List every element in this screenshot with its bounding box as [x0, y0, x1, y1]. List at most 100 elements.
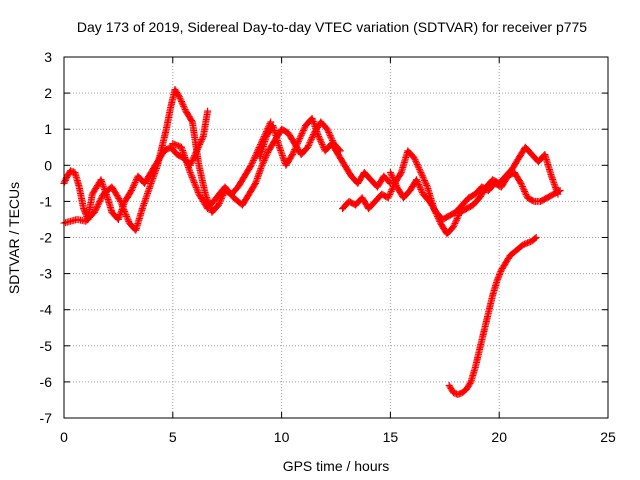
- data-point: [454, 213, 462, 221]
- data-point: [496, 271, 504, 279]
- data-point: [296, 133, 304, 141]
- data-point: [259, 158, 267, 166]
- data-point: [413, 176, 421, 184]
- x-tick-label: 15: [383, 429, 399, 445]
- data-point: [117, 199, 125, 207]
- data-point: [307, 137, 315, 145]
- data-point: [294, 138, 302, 146]
- y-tick-label: -7: [40, 410, 53, 426]
- data-point: [288, 152, 296, 160]
- data-point: [289, 149, 297, 157]
- data-point: [188, 117, 196, 125]
- data-point: [298, 130, 306, 138]
- data-point: [127, 188, 135, 196]
- data-point: [264, 148, 272, 156]
- data-point: [531, 234, 539, 242]
- data-point: [518, 181, 526, 189]
- data-point: [251, 153, 259, 161]
- data-point: [178, 98, 186, 106]
- data-point: [304, 143, 312, 151]
- data-point: [297, 131, 305, 139]
- data-point: [119, 204, 127, 212]
- data-point: [318, 140, 326, 148]
- data-point: [418, 187, 426, 195]
- y-tick-label: -3: [40, 266, 53, 282]
- y-tick-label: -5: [40, 338, 53, 354]
- data-point: [81, 208, 89, 216]
- x-tick-label: 20: [491, 429, 507, 445]
- x-tick-label: 25: [600, 429, 616, 445]
- data-point: [452, 218, 460, 226]
- data-point: [123, 212, 131, 220]
- data-point: [386, 191, 394, 199]
- data-point: [296, 134, 304, 142]
- data-point: [192, 184, 200, 192]
- data-point: [121, 209, 129, 217]
- data-point: [417, 169, 425, 177]
- data-point: [180, 102, 188, 110]
- data-point: [413, 160, 421, 168]
- data-point: [494, 275, 502, 283]
- data-point: [180, 104, 188, 112]
- data-point: [324, 127, 332, 135]
- y-tick-label: -2: [40, 230, 53, 246]
- grid: [64, 57, 608, 418]
- data-point: [92, 205, 100, 213]
- data-point: [217, 195, 225, 203]
- data-point: [529, 197, 537, 205]
- data-point: [176, 94, 184, 102]
- data-point: [416, 167, 424, 175]
- data-point: [415, 181, 423, 189]
- data-point: [392, 181, 400, 189]
- data-point: [192, 182, 200, 190]
- data-point: [131, 179, 139, 187]
- data-point: [517, 179, 525, 187]
- data-point: [96, 196, 104, 204]
- data-point: [317, 137, 325, 145]
- data-point: [93, 204, 101, 212]
- data-point: [290, 147, 298, 155]
- x-axis-label: GPS time / hours: [283, 458, 390, 474]
- data-point: [418, 170, 426, 178]
- data-point: [253, 148, 261, 156]
- data-point: [307, 135, 315, 143]
- data-point: [387, 170, 395, 178]
- data-point: [122, 211, 130, 219]
- data-point: [267, 118, 275, 126]
- y-tick-label: 1: [44, 121, 52, 137]
- data-point: [391, 178, 399, 186]
- data-point: [416, 184, 424, 192]
- data-point: [317, 139, 325, 147]
- data-point: [386, 189, 394, 197]
- data-point: [414, 179, 422, 187]
- data-point: [304, 142, 312, 150]
- data-point: [292, 142, 300, 150]
- data-point: [248, 160, 256, 168]
- data-point: [556, 187, 564, 195]
- data-point: [300, 125, 308, 133]
- data-point: [518, 183, 526, 191]
- data-point: [291, 144, 299, 152]
- y-tick-label: 0: [44, 157, 52, 173]
- y-tick-label: -4: [40, 302, 53, 318]
- data-point: [532, 234, 540, 241]
- data-point: [80, 205, 88, 213]
- data-point: [415, 165, 423, 173]
- data-point: [466, 379, 474, 387]
- data-point: [252, 150, 260, 158]
- data-point: [80, 206, 88, 214]
- data-point: [305, 140, 313, 148]
- data-point: [121, 207, 129, 215]
- data-point: [259, 160, 267, 168]
- data-point: [388, 172, 396, 180]
- data-point: [522, 191, 530, 199]
- data-point: [117, 197, 125, 205]
- data-point: [216, 198, 224, 206]
- data-point: [188, 174, 196, 182]
- data-point: [520, 186, 528, 194]
- data-point: [386, 169, 394, 177]
- data-point: [293, 141, 301, 149]
- data-point: [95, 199, 103, 207]
- data-point: [299, 126, 307, 134]
